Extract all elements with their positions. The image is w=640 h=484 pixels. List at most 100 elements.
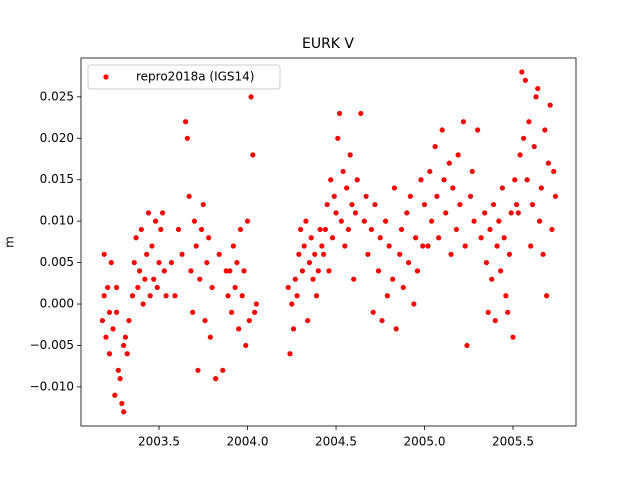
point [305,317,311,324]
y-tick-label: 0.025 [40,89,74,103]
point [529,201,536,208]
point [344,185,350,191]
point [313,293,320,299]
point [460,119,467,125]
point [243,342,249,349]
point [434,193,440,199]
point [372,201,378,208]
point [246,317,252,324]
point [154,284,160,291]
point [329,235,336,241]
point [321,251,327,257]
point [253,301,259,307]
point [209,284,215,291]
point [370,309,376,315]
point [106,309,113,315]
point [175,226,182,233]
point [510,334,516,340]
point [324,201,330,208]
x-tick-label: 2003.5 [138,435,180,449]
point [448,251,454,257]
point [335,135,341,141]
plot-frame [80,57,577,427]
point [230,243,236,249]
point [322,226,329,233]
point [382,218,389,224]
point [292,276,298,282]
point [135,284,141,291]
point [386,243,392,249]
point [108,259,114,266]
point [531,143,537,150]
point [471,218,477,224]
point [345,226,352,233]
point [418,177,424,183]
point [333,210,339,216]
point [328,177,334,183]
point [115,367,121,373]
point [425,243,431,249]
point [310,276,316,282]
point [296,251,302,257]
point [498,268,504,274]
point [544,293,550,299]
x-tick-label: 2004.0 [227,435,269,449]
point [517,152,523,158]
point [298,226,304,233]
point [131,259,137,266]
point [450,185,456,191]
y-tick-label: −0.010 [30,379,74,393]
point [384,293,390,299]
point [501,235,507,241]
point [469,168,475,175]
point [237,226,244,233]
point [197,276,203,282]
point [411,301,417,307]
point [545,160,551,166]
point [375,268,382,274]
point [184,135,190,141]
point [124,351,130,357]
point [110,326,116,332]
point [542,127,548,133]
x-tick-label: 2004.5 [315,435,357,449]
point [515,210,521,216]
point [464,342,470,349]
point [379,317,385,324]
point [140,301,146,307]
point [236,326,242,332]
point [478,235,484,241]
point [428,218,435,224]
point [252,309,258,315]
point [191,218,198,224]
point [144,251,150,257]
point [352,210,359,216]
point [455,152,461,158]
point [159,210,166,216]
point [487,226,493,233]
point [172,293,178,299]
point [526,119,532,125]
point [361,218,367,224]
point [234,259,240,266]
point [142,276,148,282]
point [133,235,139,241]
point [117,376,123,382]
point [492,317,498,324]
point [193,243,199,249]
point [405,259,412,266]
y-tick-label: 0.000 [40,297,74,311]
y-axis-label: m [3,236,17,248]
point [105,284,111,291]
point [113,309,120,315]
point [462,243,468,249]
point [494,243,500,249]
point [393,326,399,332]
point [220,367,226,373]
point [538,185,544,191]
point [129,293,136,299]
y-tick-label: 0.010 [40,214,74,228]
point [161,268,167,274]
point [315,268,321,274]
